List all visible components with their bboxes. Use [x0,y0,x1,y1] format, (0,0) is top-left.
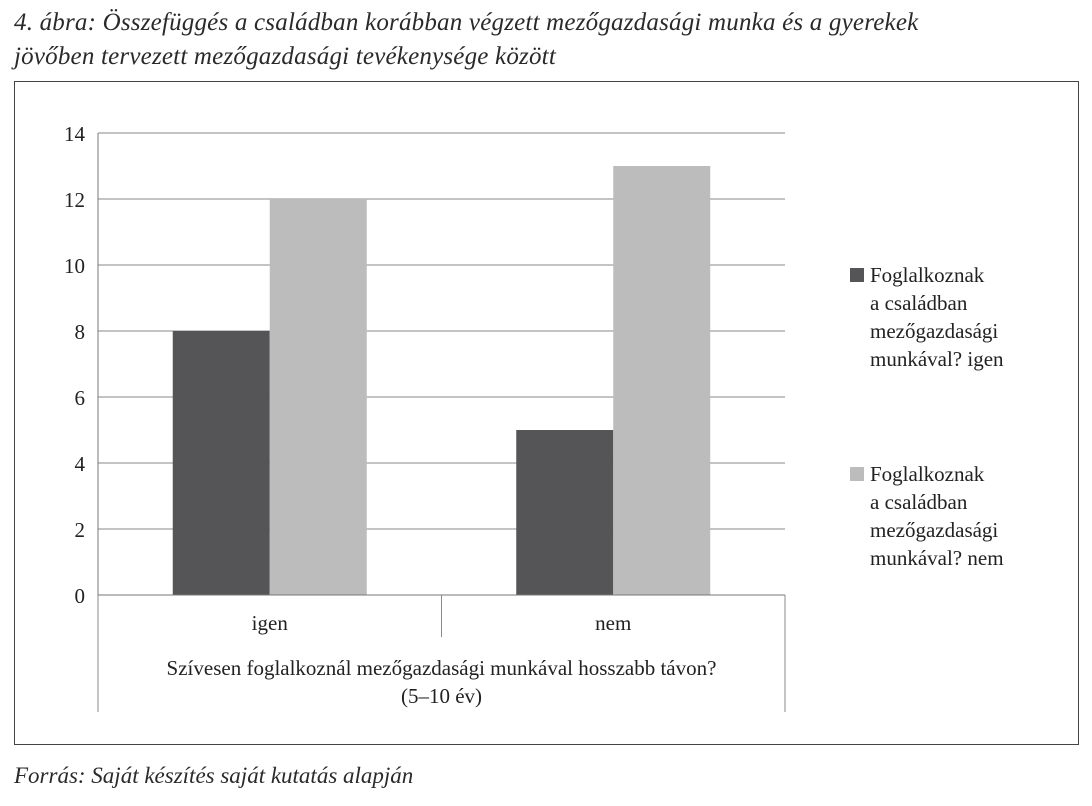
legend-label-igen: mezőgazdasági [870,319,998,343]
y-tick-label: 4 [75,452,86,476]
figure-caption-line-1: 4. ábra: Összefüggés a családban korábba… [14,9,919,36]
y-tick-label: 6 [75,386,86,410]
x-axis-title: (5–10 év) [401,684,482,708]
bar-chart: 0 2 4 6 8 10 12 14 igen nem Szívesen foglalkoznál … [64,122,1004,712]
legend-label-nem: mezőgazdasági [870,518,998,542]
legend-swatch-igen [850,268,864,282]
legend-swatch-nem [850,467,864,481]
figure-caption: 4. ábra: Összefüggés a családban korábba… [14,6,1074,74]
legend-label-nem: Foglalkoznak [870,462,985,486]
y-tick-label: 10 [64,254,85,278]
figure-caption-line-2: jövőben tervezett mezőgazdasági tevékeny… [14,43,556,70]
x-tick-label: igen [252,611,289,635]
y-tick-label: 12 [64,188,85,212]
legend-label-igen: Foglalkoznak [870,263,985,287]
y-tick-label: 8 [75,320,86,344]
legend-label-nem: munkával? nem [870,546,1004,570]
bar-igen-series-igen [172,331,270,595]
legend-label-nem: a családban [870,490,968,514]
chart-frame: 0 2 4 6 8 10 12 14 igen nem Szívesen foglalkoznál … [14,81,1079,745]
y-tick-label: 0 [75,584,86,608]
legend-label-igen: a családban [870,291,968,315]
bar-nem-series-nem [613,166,711,595]
bar-nem-series-igen [269,199,367,595]
y-tick-label: 2 [75,518,86,542]
y-tick-label: 14 [64,122,86,146]
figure-source: Forrás: Saját készítés saját kutatás ala… [14,763,414,788]
legend-label-igen: munkával? igen [870,347,1004,371]
bar-igen-series-nem [516,430,614,595]
x-tick-label: nem [595,611,631,635]
x-axis-title: Szívesen foglalkoznál mezőgazdasági munk… [167,656,717,680]
